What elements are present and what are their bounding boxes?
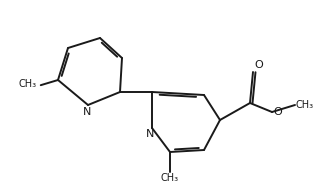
Text: CH₃: CH₃ <box>161 173 179 183</box>
Text: CH₃: CH₃ <box>296 100 314 110</box>
Text: N: N <box>83 107 91 117</box>
Text: O: O <box>254 60 263 70</box>
Text: O: O <box>273 107 282 117</box>
Text: CH₃: CH₃ <box>19 79 37 89</box>
Text: N: N <box>146 129 154 139</box>
